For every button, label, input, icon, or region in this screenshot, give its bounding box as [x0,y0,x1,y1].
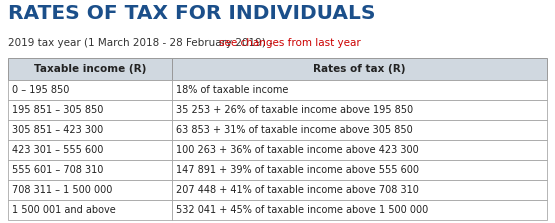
Bar [8,200,173,220]
Bar [173,120,547,140]
Bar [8,120,173,140]
Bar [8,100,173,120]
Text: 423 301 – 555 600: 423 301 – 555 600 [12,145,103,155]
Bar [173,58,547,80]
Bar [8,160,173,180]
Text: 305 851 – 423 300: 305 851 – 423 300 [12,125,103,135]
Text: 147 891 + 39% of taxable income above 555 600: 147 891 + 39% of taxable income above 55… [176,165,420,175]
Bar [8,80,173,100]
Text: 555 601 – 708 310: 555 601 – 708 310 [12,165,103,175]
Text: 18% of taxable income: 18% of taxable income [176,85,289,95]
Text: 63 853 + 31% of taxable income above 305 850: 63 853 + 31% of taxable income above 305… [176,125,413,135]
Text: 35 253 + 26% of taxable income above 195 850: 35 253 + 26% of taxable income above 195… [176,105,413,115]
Bar [173,140,547,160]
Text: 100 263 + 36% of taxable income above 423 300: 100 263 + 36% of taxable income above 42… [176,145,419,155]
Text: 532 041 + 45% of taxable income above 1 500 000: 532 041 + 45% of taxable income above 1 … [176,205,428,215]
Text: 1 500 001 and above: 1 500 001 and above [12,205,116,215]
Bar [8,58,173,80]
Bar [173,200,547,220]
Text: RATES OF TAX FOR INDIVIDUALS: RATES OF TAX FOR INDIVIDUALS [8,4,376,23]
Bar [173,180,547,200]
Bar [173,160,547,180]
Text: 207 448 + 41% of taxable income above 708 310: 207 448 + 41% of taxable income above 70… [176,185,419,195]
Text: see changes from last year: see changes from last year [219,38,361,48]
Bar [173,100,547,120]
Text: 195 851 – 305 850: 195 851 – 305 850 [12,105,103,115]
Text: 2019 tax year (1 March 2018 - 28 February 2019) -: 2019 tax year (1 March 2018 - 28 Februar… [8,38,276,48]
Text: 708 311 – 1 500 000: 708 311 – 1 500 000 [12,185,112,195]
Bar [8,140,173,160]
Text: 0 – 195 850: 0 – 195 850 [12,85,69,95]
Text: Taxable income (R): Taxable income (R) [34,64,147,74]
Bar [173,80,547,100]
Text: Rates of tax (R): Rates of tax (R) [314,64,406,74]
Bar [8,180,173,200]
